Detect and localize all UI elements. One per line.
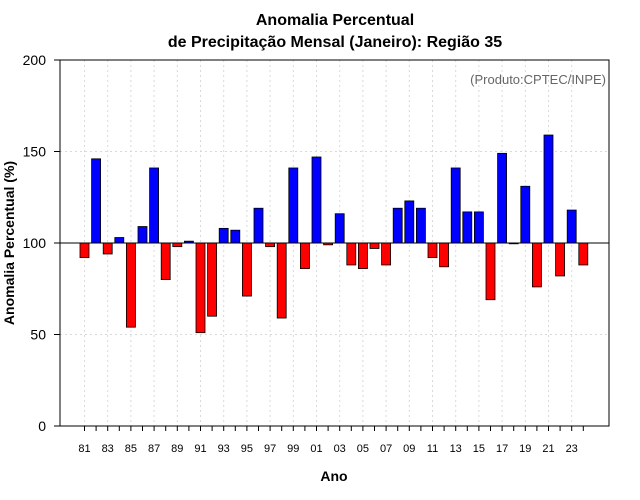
bar-1995 [241,242,252,297]
bar-2015 [473,211,484,244]
x-tick-label: 09 [403,443,415,455]
bar-2013 [450,167,461,244]
chart-title-line2: de Precipitação Mensal (Janeiro): Região… [168,34,502,51]
x-tick-label: 01 [310,443,322,455]
y-tick-label: 100 [23,235,47,251]
bar-1991 [195,242,206,334]
x-axis-label: Ano [320,468,347,484]
bar-2012 [439,242,450,268]
bar-2003 [334,213,345,244]
x-tick-label: 07 [380,443,392,455]
bar-2001 [311,156,322,244]
x-tick-label: 95 [241,443,253,455]
y-tick-label: 0 [38,418,46,434]
bar-1998 [276,242,287,319]
bar-1999 [288,167,299,244]
bar-2007 [381,242,392,266]
bar-2021 [543,134,554,244]
x-axis: 81 83 85 87 89 91 93 95 97 99 01 03 05 07 09 11 13 15 17 19… [78,426,584,455]
bar-1981 [79,242,90,259]
bar-2011 [427,242,438,259]
bars [79,134,589,334]
bar-2006 [369,242,380,249]
bar-1989 [172,242,183,248]
bar-2010 [415,207,426,244]
grid-lines [60,60,609,426]
x-tick-label: 11 [427,443,438,455]
x-tick-label: 19 [519,443,531,455]
bar-1984 [114,237,125,244]
y-axis: 0 50 100 150 200 [23,52,60,434]
x-tick-label: 17 [496,443,508,455]
bar-1993 [218,227,229,244]
bar-1997 [265,242,276,248]
bar-2024 [578,242,589,266]
bar-2004 [346,242,357,266]
x-tick-label: 05 [357,443,369,455]
chart-title-line1: Anomalia Percentual [256,12,414,29]
bar-1992 [207,242,218,317]
bar-2008 [392,207,403,244]
bar-1996 [253,207,264,244]
bar-2005 [357,242,368,270]
x-tick-label: 93 [218,443,230,455]
bar-2022 [555,242,565,277]
bar-1994 [230,229,241,244]
y-tick-label: 50 [30,327,46,343]
bar-1982 [91,158,101,244]
bar-2000 [299,242,310,270]
x-tick-label: 97 [264,443,276,455]
x-tick-label: 85 [125,443,137,455]
x-tick-label: 83 [102,443,114,455]
x-tick-label: 23 [566,443,578,455]
bar-2019 [520,185,531,244]
bar-1987 [149,167,160,244]
bar-1985 [126,242,136,328]
x-tick-label: 13 [450,443,462,455]
x-tick-label: 89 [171,443,183,455]
x-tick-label: 81 [78,443,90,455]
credit-text: (Produto:CPTEC/INPE) [470,72,606,87]
y-tick-label: 200 [23,52,47,68]
x-tick-label: 99 [287,443,299,455]
bar-2020 [532,242,542,288]
bar-1988 [160,242,171,280]
bar-1983 [102,242,113,255]
y-tick-label: 150 [23,144,47,160]
x-tick-label: 91 [194,443,206,455]
x-tick-label: 03 [334,443,346,455]
bar-2016 [485,242,496,301]
bar-2023 [566,209,577,244]
bar-1986 [137,226,148,244]
x-tick-label: 15 [473,443,485,455]
y-axis-label: Anomalia Percentual (%) [1,161,17,325]
bar-2009 [404,200,415,244]
bar-2017 [497,152,508,244]
bar-2014 [462,211,473,244]
x-tick-label: 21 [542,443,554,455]
x-tick-label: 87 [148,443,160,455]
